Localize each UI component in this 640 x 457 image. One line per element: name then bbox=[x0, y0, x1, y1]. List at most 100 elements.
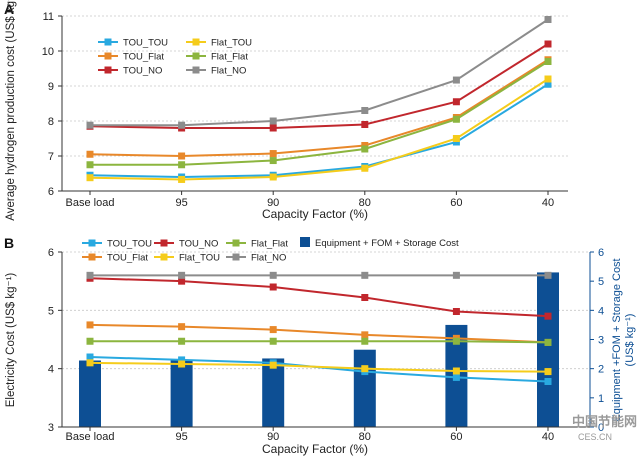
b-legend-label-tou-tou: TOU_TOU bbox=[107, 239, 152, 250]
b-legend-label-tou-flat: TOU_Flat bbox=[107, 253, 148, 264]
a-xtick-label-60: 60 bbox=[450, 197, 462, 209]
a-series-line-tou-flat bbox=[89, 58, 549, 158]
b-y2-axis-title-line1: Equipment +FOM + Storage Cost bbox=[611, 258, 623, 421]
panel-a-chart: 6 7 8 9 10 11 Base load 95 90 80 60 40 Capacity Fact… bbox=[5, 0, 568, 221]
a-legend-marker-flat-tou bbox=[192, 38, 200, 46]
a-y-axis-title: Average hydrogen production cost (US$ kg… bbox=[5, 0, 17, 221]
b-legend-marker-flat-flat bbox=[232, 239, 240, 247]
b-legend-label-flat-no: Flat_NO bbox=[251, 253, 286, 264]
a-legend-label-tou-flat: TOU_Flat bbox=[123, 52, 164, 63]
b-legend-label-bars: Equipment + FOM + Storage Cost bbox=[315, 238, 459, 249]
b-bar-80 bbox=[353, 349, 376, 427]
b-legend: TOU_TOU TOU_NO Flat_Flat TOU_Flat Flat_TOU Fl… bbox=[82, 237, 459, 264]
a-ytick-label-9: 9 bbox=[48, 81, 54, 93]
a-point-flat-tou-4 bbox=[452, 135, 460, 142]
panel-b-label: B bbox=[4, 235, 14, 251]
b-y2tick-label-4: 4 bbox=[598, 305, 604, 317]
a-point-tou-flat-0 bbox=[86, 150, 94, 158]
b-bar-40 bbox=[537, 272, 559, 427]
a-point-tou-no-5 bbox=[544, 40, 552, 48]
b-point-tou-flat-3 bbox=[361, 331, 369, 339]
b-point-flat-flat-5 bbox=[544, 338, 552, 346]
b-point-flat-no-3 bbox=[361, 271, 369, 279]
a-point-flat-flat-5 bbox=[544, 58, 552, 65]
b-y2-axis-title-line2: (US$ kg⁻¹) bbox=[624, 314, 636, 367]
b-point-flat-no-4 bbox=[452, 271, 460, 279]
b-point-flat-flat-4 bbox=[452, 337, 460, 345]
b-xtick-label-60: 60 bbox=[450, 431, 462, 443]
a-series-line-tou-tou bbox=[89, 83, 549, 179]
a-series-line-flat-tou bbox=[89, 78, 549, 181]
watermark: 中国节能网 CES.CN bbox=[572, 414, 637, 442]
b-y2-axis-title: Equipment +FOM + Storage Cost (US$ kg⁻¹) bbox=[611, 258, 636, 421]
a-xtick-label-90: 90 bbox=[267, 197, 279, 209]
b-point-tou-flat-0 bbox=[86, 321, 94, 329]
a-point-flat-tou-0 bbox=[86, 174, 94, 182]
b-series-line-flat-tou bbox=[89, 361, 549, 373]
a-point-flat-no-2 bbox=[269, 117, 277, 125]
a-point-flat-tou-3 bbox=[361, 164, 369, 172]
b-y2tick-label-6: 6 bbox=[598, 247, 604, 259]
b-point-flat-flat-3 bbox=[361, 337, 369, 345]
a-point-flat-flat-1 bbox=[178, 161, 186, 169]
a-series-line-tou-no bbox=[89, 43, 549, 129]
b-point-flat-tou-0 bbox=[86, 359, 94, 367]
b-point-flat-flat-1 bbox=[178, 337, 186, 345]
b-point-tou-tou-0 bbox=[86, 353, 94, 361]
b-y2tick-label-0: 0 bbox=[598, 422, 604, 434]
b-xtick-label-80: 80 bbox=[359, 431, 371, 443]
b-y2tick-label-3: 3 bbox=[598, 335, 604, 347]
a-point-tou-flat-2 bbox=[269, 150, 277, 158]
b-series-line-tou-flat bbox=[89, 323, 549, 344]
b-legend-marker-flat-tou bbox=[160, 253, 168, 261]
b-xtick-label-90: 90 bbox=[267, 431, 279, 443]
a-xtick-label-80: 80 bbox=[359, 197, 371, 209]
b-y-axis-title: Electricity Cost (US$ kg⁻¹) bbox=[5, 273, 17, 408]
a-xtick-label-base-load: Base load bbox=[66, 197, 115, 209]
a-point-flat-tou-2 bbox=[269, 173, 277, 181]
b-bar-95 bbox=[170, 359, 193, 427]
b-legend-label-flat-flat: Flat_Flat bbox=[251, 239, 288, 250]
b-point-tou-tou-4 bbox=[452, 373, 460, 381]
a-point-flat-flat-2 bbox=[269, 157, 277, 165]
b-legend-label-flat-tou: Flat_TOU bbox=[179, 253, 220, 264]
a-point-flat-no-1 bbox=[178, 121, 186, 129]
a-point-tou-flat-1 bbox=[178, 152, 186, 160]
b-point-tou-no-4 bbox=[452, 308, 460, 315]
b-legend-label-tou-no: TOU_NO bbox=[179, 239, 218, 250]
b-ytick-label-6: 6 bbox=[48, 247, 54, 259]
b-ytick-label-5: 5 bbox=[48, 305, 54, 317]
b-series-line-flat-flat bbox=[90, 340, 549, 344]
a-point-flat-no-0 bbox=[86, 121, 94, 129]
b-x-axis-title: Capacity Factor (%) bbox=[262, 442, 368, 456]
a-ytick-label-10: 10 bbox=[42, 46, 54, 58]
b-xtick-label-base-load: Base load bbox=[66, 431, 115, 443]
a-point-flat-flat-0 bbox=[86, 161, 94, 169]
a-point-flat-no-5 bbox=[544, 16, 552, 23]
b-point-flat-no-0 bbox=[86, 271, 94, 279]
a-point-flat-tou-5 bbox=[544, 75, 552, 83]
a-legend: TOU_TOU TOU_Flat TOU_NO Flat_TOU Flat_Flat Fl… bbox=[98, 38, 252, 77]
a-legend-label-tou-no: TOU_NO bbox=[123, 66, 162, 77]
b-point-tou-flat-1 bbox=[178, 323, 186, 331]
a-point-tou-no-4 bbox=[452, 98, 460, 106]
b-xtick-label-40: 40 bbox=[542, 431, 554, 443]
a-legend-marker-tou-flat bbox=[104, 52, 112, 60]
b-y2tick-label-5: 5 bbox=[598, 276, 604, 288]
a-point-tou-tou-5 bbox=[544, 80, 552, 88]
b-series-line-tou-no bbox=[89, 277, 549, 318]
b-point-tou-tou-5 bbox=[544, 378, 552, 385]
b-point-tou-flat-2 bbox=[269, 326, 277, 334]
b-point-tou-no-5 bbox=[544, 312, 552, 320]
a-series-line-flat-flat bbox=[90, 60, 549, 166]
a-point-tou-no-3 bbox=[361, 121, 369, 128]
b-bar-base-load bbox=[79, 360, 101, 427]
a-legend-label-flat-tou: Flat_TOU bbox=[211, 38, 252, 49]
a-point-flat-flat-4 bbox=[452, 115, 460, 123]
a-point-flat-no-4 bbox=[452, 76, 460, 84]
panel-a-label: A bbox=[4, 1, 14, 17]
a-legend-marker-flat-flat bbox=[192, 52, 200, 60]
b-legend-marker-flat-no bbox=[232, 253, 240, 261]
